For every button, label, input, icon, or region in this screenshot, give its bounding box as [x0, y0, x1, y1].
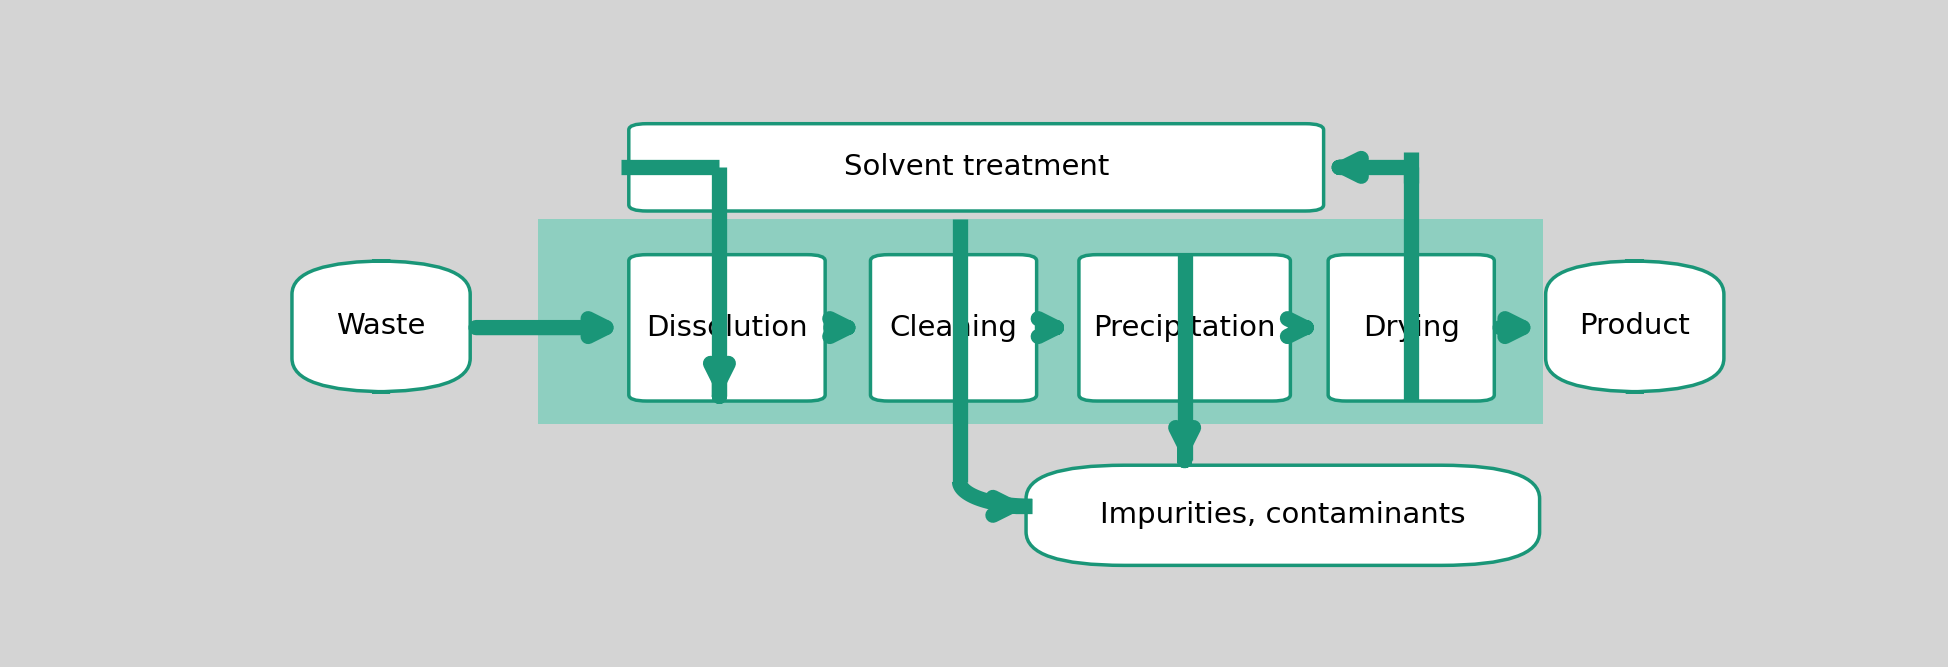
FancyBboxPatch shape	[1545, 261, 1724, 392]
FancyBboxPatch shape	[1025, 466, 1539, 566]
Text: Drying: Drying	[1362, 314, 1459, 342]
Text: Dissolution: Dissolution	[647, 314, 806, 342]
FancyBboxPatch shape	[1079, 255, 1290, 401]
FancyBboxPatch shape	[871, 255, 1036, 401]
Text: Impurities, contaminants: Impurities, contaminants	[1099, 502, 1465, 530]
Text: Precipitation: Precipitation	[1093, 314, 1276, 342]
Text: Product: Product	[1578, 312, 1689, 340]
Text: Cleaning: Cleaning	[888, 314, 1017, 342]
FancyBboxPatch shape	[629, 255, 824, 401]
FancyBboxPatch shape	[292, 261, 469, 392]
Text: Waste: Waste	[337, 312, 425, 340]
FancyBboxPatch shape	[1327, 255, 1494, 401]
Text: Solvent treatment: Solvent treatment	[843, 153, 1108, 181]
FancyBboxPatch shape	[538, 219, 1543, 424]
FancyBboxPatch shape	[629, 123, 1323, 211]
